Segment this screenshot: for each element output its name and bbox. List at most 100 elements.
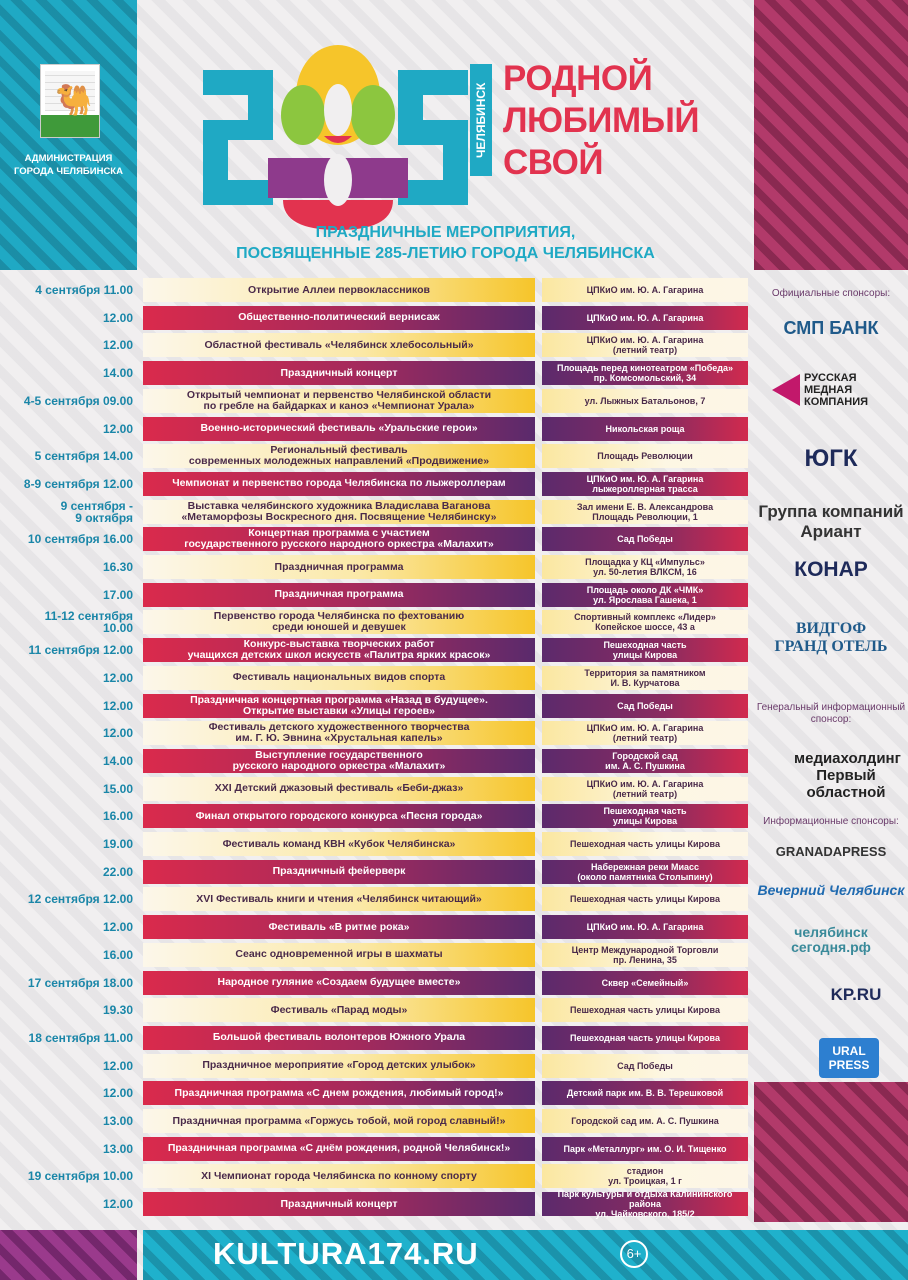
event-time: 19.00: [102, 837, 133, 851]
event-title: Выставка челябинского художника Владисла…: [143, 499, 535, 524]
event-time: 12.00: [102, 698, 133, 713]
event-time: 12.00: [102, 670, 133, 685]
event-row: 5 сентября 14.00 Региональный фестиваль с…: [0, 444, 750, 469]
sponsor-logo-ugk: ЮГК: [804, 445, 858, 472]
event-row: 17 сентября 18.00 Народное гуляние «Созда…: [0, 970, 750, 995]
event-title: Фестиваль «Парад моды»: [143, 998, 535, 1023]
event-time: 5 сентября 14.00: [34, 449, 133, 464]
event-time: 15.00: [102, 781, 133, 796]
event-row: 11 сентября 12.00 Конкурс-выставка творче…: [0, 638, 750, 663]
event-row: 4 сентября 11.00 Открытие Аллеи первоклас…: [0, 278, 750, 302]
event-row: 16.30 Праздничная программа Площадка у КЦ …: [0, 555, 750, 579]
event-row: 12.00 Праздничный концерт Парк культуры и …: [0, 1189, 750, 1219]
event-venue: ЦПКиО им. Ю. А. Гагарина: [542, 305, 748, 330]
event-row: 19 сентября 10.00 XI Чемпионат города Чел…: [0, 1164, 750, 1189]
event-time: 12.00: [102, 338, 133, 353]
event-time: 13.00: [102, 1141, 133, 1156]
event-title: Военно-исторический фестиваль «Уральские…: [143, 416, 535, 441]
event-row: 13.00 Праздничная программа «Горжусь тобо…: [0, 1109, 750, 1133]
event-venue: стадион ул. Троицкая, 1 г: [542, 1164, 748, 1189]
event-venue: Пешеходная часть улицы Кирова: [542, 832, 748, 856]
slogan-line: ЛЮБИМЫЙ: [503, 101, 700, 140]
event-title: Праздничный концерт: [143, 1192, 535, 1217]
event-title: Праздничная программа «С днём рождения, …: [143, 1136, 535, 1161]
official-sponsors-heading: Официальные спонсоры:: [771, 288, 891, 299]
sponsor-logo-konar: КОНАР: [794, 558, 868, 581]
sponsor-name: РУССКАЯ МЕДНАЯ КОМПАНИЯ: [804, 372, 869, 408]
event-row: 15.00 XXI Детский джазовый фестиваль «Беб…: [0, 776, 750, 801]
event-time: 11-12 сентября 10.00: [44, 609, 133, 636]
event-title: Первенство города Челябинска по фехтован…: [143, 610, 535, 635]
info-sponsors-heading: Информационные спонсоры:: [763, 816, 899, 827]
sponsor-logo-ariant: Группа компаний Ариант: [758, 502, 904, 541]
event-row: 12.00 Военно-исторический фестиваль «Урал…: [0, 416, 750, 441]
event-title: Народное гуляние «Создаем будущее вместе…: [143, 970, 535, 995]
sponsor-logo-granadapress: GRANADAPRESS: [775, 844, 887, 859]
event-venue: Площадь перед кинотеатром «Победа» пр. К…: [542, 361, 748, 386]
decor-pattern-top: [754, 0, 908, 270]
admin-panel: 🐫 АДМИНИСТРАЦИЯ ГОРОДА ЧЕЛЯБИНСКА: [0, 0, 137, 270]
event-row: 12.00 Общественно-политический вернисаж ЦП…: [0, 305, 750, 330]
event-row: 19.30 Фестиваль «Парад моды» Пешеходная ча…: [0, 998, 750, 1023]
event-title: Фестиваль команд КВН «Кубок Челябинска»: [143, 832, 535, 856]
event-row: 22.00 Праздничный фейерверк Набережная рек…: [0, 859, 750, 884]
event-venue: ЦПКиО им. Ю. А. Гагарина (летний театр): [542, 776, 748, 801]
sponsor-logo-pervy-oblastnoy: медиахолдинг Первый областной: [794, 750, 901, 801]
event-time: 4 сентября 11.00: [35, 283, 133, 297]
event-venue: Никольская роща: [542, 416, 748, 441]
sponsor-logo-vidgof: ВИДГОФ ГРАНД ОТЕЛЬ: [774, 620, 888, 655]
event-row: 17.00 Праздничная программа Площадь около …: [0, 582, 750, 607]
event-row: 9 сентября - 9 октября Выставка челябинск…: [0, 498, 750, 525]
event-row: 14.00 Выступление государственного русско…: [0, 748, 750, 773]
event-venue: Площадка у КЦ «Импульс» ул. 50-летия ВЛК…: [542, 555, 748, 579]
event-row: 18 сентября 11.00 Большой фестиваль волон…: [0, 1025, 750, 1050]
event-venue: Парк культуры и отдыха Калининского райо…: [542, 1189, 748, 1219]
event-time: 19.30: [102, 1003, 133, 1018]
event-title: Финал открытого городского конкурса «Пес…: [143, 804, 535, 829]
event-time: 8-9 сентября 12.00: [23, 476, 133, 491]
footer-decor: [0, 1230, 137, 1280]
event-venue: Пешеходная часть улицы Кирова: [542, 804, 748, 829]
event-time: 14.00: [102, 366, 133, 381]
event-title: Конкурс-выставка творческих работ учащих…: [143, 638, 535, 663]
sponsor-logo-vecherny-chelyabinsk: Вечерний Челябинск: [757, 882, 905, 898]
event-row: 13.00 Праздничная программа «С днём рожде…: [0, 1136, 750, 1161]
event-venue: Территория за памятником И. В. Курчатова: [542, 665, 748, 690]
slogan-line: РОДНОЙ: [503, 59, 653, 98]
event-venue: Пешеходная часть улицы Кирова: [542, 638, 748, 663]
event-row: 12.00 Фестиваль «В ритме рока» ЦПКиО им. Ю…: [0, 915, 750, 940]
event-venue: Пешеходная часть улицы Кирова: [542, 1025, 748, 1050]
event-row: 12.00 Областной фестиваль «Челябинск хлеб…: [0, 333, 750, 358]
event-row: 16.00 Финал открытого городского конкурса…: [0, 804, 750, 829]
event-venue: ЦПКиО им. Ю. А. Гагарина (летний театр): [542, 721, 748, 746]
sponsor-logo-rmk: РУССКАЯ МЕДНАЯ КОМПАНИЯ: [754, 372, 908, 408]
event-venue: Сад Победы: [542, 1053, 748, 1078]
event-title: Праздничная программа: [143, 555, 535, 579]
event-title: Праздничная концертная программа «Назад …: [143, 693, 535, 718]
city-vertical-label: ЧЕЛЯБИНСК: [470, 64, 492, 176]
event-venue: Городской сад им. А. С. Пушкина: [542, 1109, 748, 1133]
event-title: Большой фестиваль волонтеров Южного Урал…: [143, 1025, 535, 1050]
website-link[interactable]: KULTURA174.RU: [213, 1236, 479, 1271]
event-venue: ул. Лыжных Батальонов, 7: [542, 388, 748, 413]
event-venue: Детский парк им. В. В. Терешковой: [542, 1081, 748, 1106]
event-time: 22.00: [102, 864, 133, 879]
event-time: 9 сентября - 9 октября: [60, 498, 133, 525]
admin-label: АДМИНИСТРАЦИЯ ГОРОДА ЧЕЛЯБИНСКА: [14, 153, 123, 177]
event-title: Праздничный фейерверк: [143, 859, 535, 884]
event-row: 12.00 Праздничная концертная программа «Н…: [0, 693, 750, 718]
sponsor-logo-smp-bank: СМП БАНК: [783, 318, 879, 338]
event-row: 12.00 Фестиваль национальных видов спорта…: [0, 665, 750, 690]
event-title: Выступление государственного русского на…: [143, 748, 535, 773]
event-venue: ЦПКиО им. Ю. А. Гагарина: [542, 915, 748, 940]
sponsor-logo-kp-ru: KP.RU: [830, 985, 882, 1004]
title-line: ПРАЗДНИЧНЫЕ МЕРОПРИЯТИЯ,: [315, 224, 576, 241]
logo-285: [203, 45, 468, 230]
event-time: 4-5 сентября 09.00: [23, 393, 133, 408]
event-title: XVI Фестиваль книги и чтения «Челябинск …: [143, 887, 535, 912]
event-title: Открытие Аллеи первоклассников: [143, 278, 535, 302]
event-venue: Набережная реки Миасс (около памятника С…: [542, 859, 748, 884]
event-title: Общественно-политический вернисаж: [143, 305, 535, 330]
event-venue: ЦПКиО им. Ю. А. Гагарина (летний театр): [542, 333, 748, 358]
event-row: 12 сентября 12.00 XVI Фестиваль книги и ч…: [0, 887, 750, 912]
